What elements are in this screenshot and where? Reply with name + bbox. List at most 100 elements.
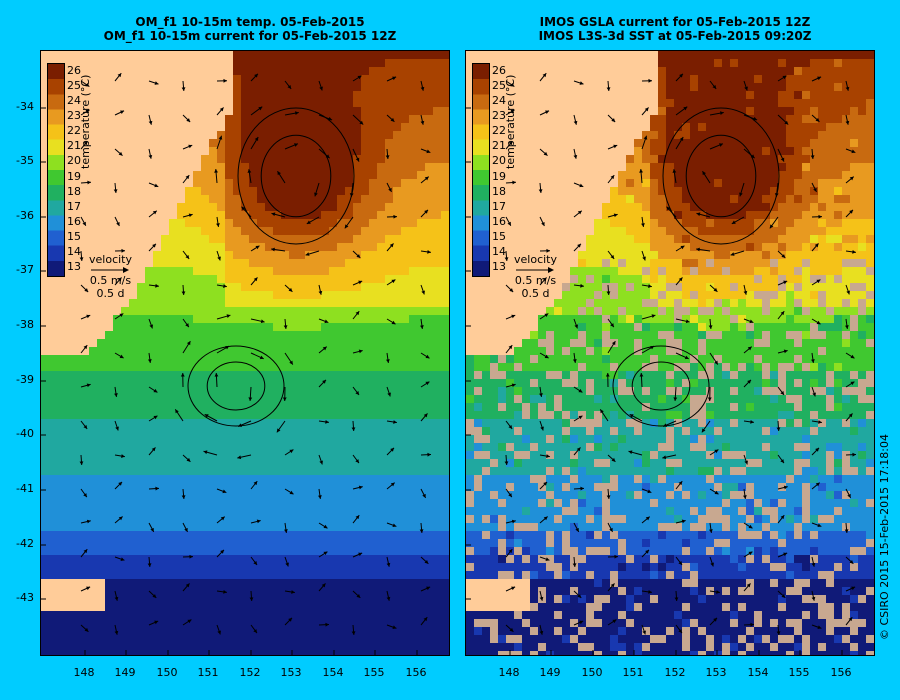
current-arrowhead bbox=[152, 243, 156, 248]
right-title-line2: IMOS L3S-3d SST at 05-Feb-2015 09:20Z bbox=[538, 29, 812, 43]
model-temperature-map: 26 25 24 23 22 21 20 19 18 17 16 15 14 13 temperature… bbox=[40, 50, 450, 656]
current-arrowhead bbox=[83, 345, 88, 350]
current-arrowhead bbox=[185, 175, 190, 180]
y-tick-label: -38 bbox=[16, 318, 34, 331]
colorbar-tick-label: 26 bbox=[492, 63, 506, 77]
current-arrowhead bbox=[359, 120, 364, 125]
x-tick-label: 150 bbox=[156, 666, 178, 679]
current-arrowhead bbox=[349, 193, 354, 197]
current-arrowhead bbox=[606, 495, 611, 499]
colorbar-tick-label: 13 bbox=[492, 260, 506, 274]
current-arrowhead bbox=[781, 594, 786, 598]
current-arrowhead bbox=[817, 625, 822, 629]
current-arrowhead bbox=[844, 325, 849, 329]
current-arrowhead bbox=[572, 563, 577, 567]
current-arrowhead bbox=[701, 428, 706, 433]
current-arrowhead bbox=[578, 415, 583, 420]
current-arrowhead bbox=[289, 360, 293, 365]
current-arrowhead bbox=[645, 549, 649, 554]
current-arrowhead bbox=[86, 314, 91, 319]
current-arrowhead bbox=[576, 447, 581, 452]
current-arrowhead bbox=[509, 627, 514, 632]
current-arrowhead bbox=[780, 391, 785, 395]
current-arrowhead bbox=[86, 586, 91, 591]
current-arrowhead bbox=[355, 311, 360, 316]
current-arrowhead bbox=[219, 107, 224, 112]
current-arrowhead bbox=[84, 288, 89, 292]
current-arrowhead bbox=[118, 481, 123, 486]
current-arrowhead bbox=[750, 154, 755, 159]
current-arrowhead bbox=[504, 257, 509, 261]
current-arrowhead bbox=[816, 320, 821, 325]
current-arrowhead bbox=[423, 617, 428, 622]
current-arrowhead bbox=[543, 516, 548, 521]
current-arrowhead bbox=[648, 590, 652, 594]
current-arrowhead bbox=[154, 183, 159, 188]
current-arrowhead bbox=[542, 73, 547, 78]
current-arrowhead bbox=[420, 120, 425, 125]
current-arrowhead bbox=[684, 355, 689, 360]
current-arrowhead bbox=[220, 516, 225, 521]
current-arrowhead bbox=[121, 454, 125, 458]
current-arrowhead bbox=[574, 324, 579, 329]
current-arrowhead bbox=[744, 460, 748, 465]
current-arrowhead bbox=[294, 111, 299, 116]
current-arrowhead bbox=[743, 290, 748, 295]
current-arrowhead bbox=[628, 450, 633, 455]
x-tick-label: 151 bbox=[197, 666, 219, 679]
x-tick-label: 156 bbox=[405, 666, 427, 679]
current-arrowhead bbox=[291, 590, 295, 594]
current-arrowhead bbox=[249, 597, 254, 601]
current-arrowhead bbox=[355, 515, 360, 520]
y-tick-label: -43 bbox=[16, 591, 34, 604]
current-arrowhead bbox=[392, 76, 397, 81]
current-arrowhead bbox=[181, 291, 186, 295]
current-arrowhead bbox=[306, 220, 311, 224]
current-arrowhead bbox=[780, 459, 784, 464]
velocity-label: velocity bbox=[514, 253, 557, 266]
current-arrowhead bbox=[849, 559, 854, 564]
current-arrowhead bbox=[742, 495, 747, 499]
current-arrowhead bbox=[118, 151, 123, 156]
current-arrowhead bbox=[386, 359, 390, 363]
current-arrowhead bbox=[610, 254, 615, 259]
y-tick-label: -35 bbox=[16, 154, 34, 167]
current-arrowhead bbox=[544, 313, 549, 318]
current-arrowhead bbox=[181, 87, 186, 91]
current-arrowhead bbox=[714, 449, 719, 454]
y-tick-label: -40 bbox=[16, 427, 34, 440]
colorbar-tick-label: 19 bbox=[492, 169, 506, 183]
current-arrowhead bbox=[324, 319, 329, 324]
current-arrowhead bbox=[391, 279, 396, 284]
current-arrowhead bbox=[289, 490, 294, 495]
current-arrowhead bbox=[358, 552, 363, 557]
current-arrowhead bbox=[204, 414, 209, 418]
current-arrowhead bbox=[421, 290, 425, 295]
current-arrowhead bbox=[780, 515, 785, 520]
current-arrowhead bbox=[154, 81, 159, 85]
current-arrowhead bbox=[573, 154, 578, 159]
velocity-scale-arrow-icon bbox=[89, 266, 132, 274]
current-arrowhead bbox=[781, 254, 786, 258]
current-arrowhead bbox=[85, 109, 90, 114]
current-arrowhead bbox=[155, 283, 159, 288]
current-vectors bbox=[504, 72, 857, 636]
velocity-speed: 0.5 m/s bbox=[514, 274, 557, 287]
current-arrowhead bbox=[730, 252, 735, 256]
current-arrowhead bbox=[248, 397, 253, 401]
eddy-contour bbox=[237, 107, 355, 245]
current-arrowhead bbox=[852, 250, 856, 254]
current-arrowhead bbox=[511, 519, 516, 524]
current-arrowhead bbox=[86, 383, 91, 388]
current-arrowhead bbox=[82, 221, 86, 226]
current-arrowhead bbox=[186, 118, 191, 122]
sst-raster bbox=[466, 51, 874, 655]
current-arrowhead bbox=[203, 450, 208, 455]
current-arrowhead bbox=[419, 325, 424, 329]
colorbar-tick-label: 15 bbox=[67, 230, 81, 244]
current-arrowhead bbox=[120, 557, 125, 561]
current-arrowhead bbox=[645, 516, 650, 521]
current-arrowhead bbox=[323, 524, 328, 529]
colorbar-tick-label: 15 bbox=[492, 230, 506, 244]
current-arrowhead bbox=[508, 141, 513, 146]
